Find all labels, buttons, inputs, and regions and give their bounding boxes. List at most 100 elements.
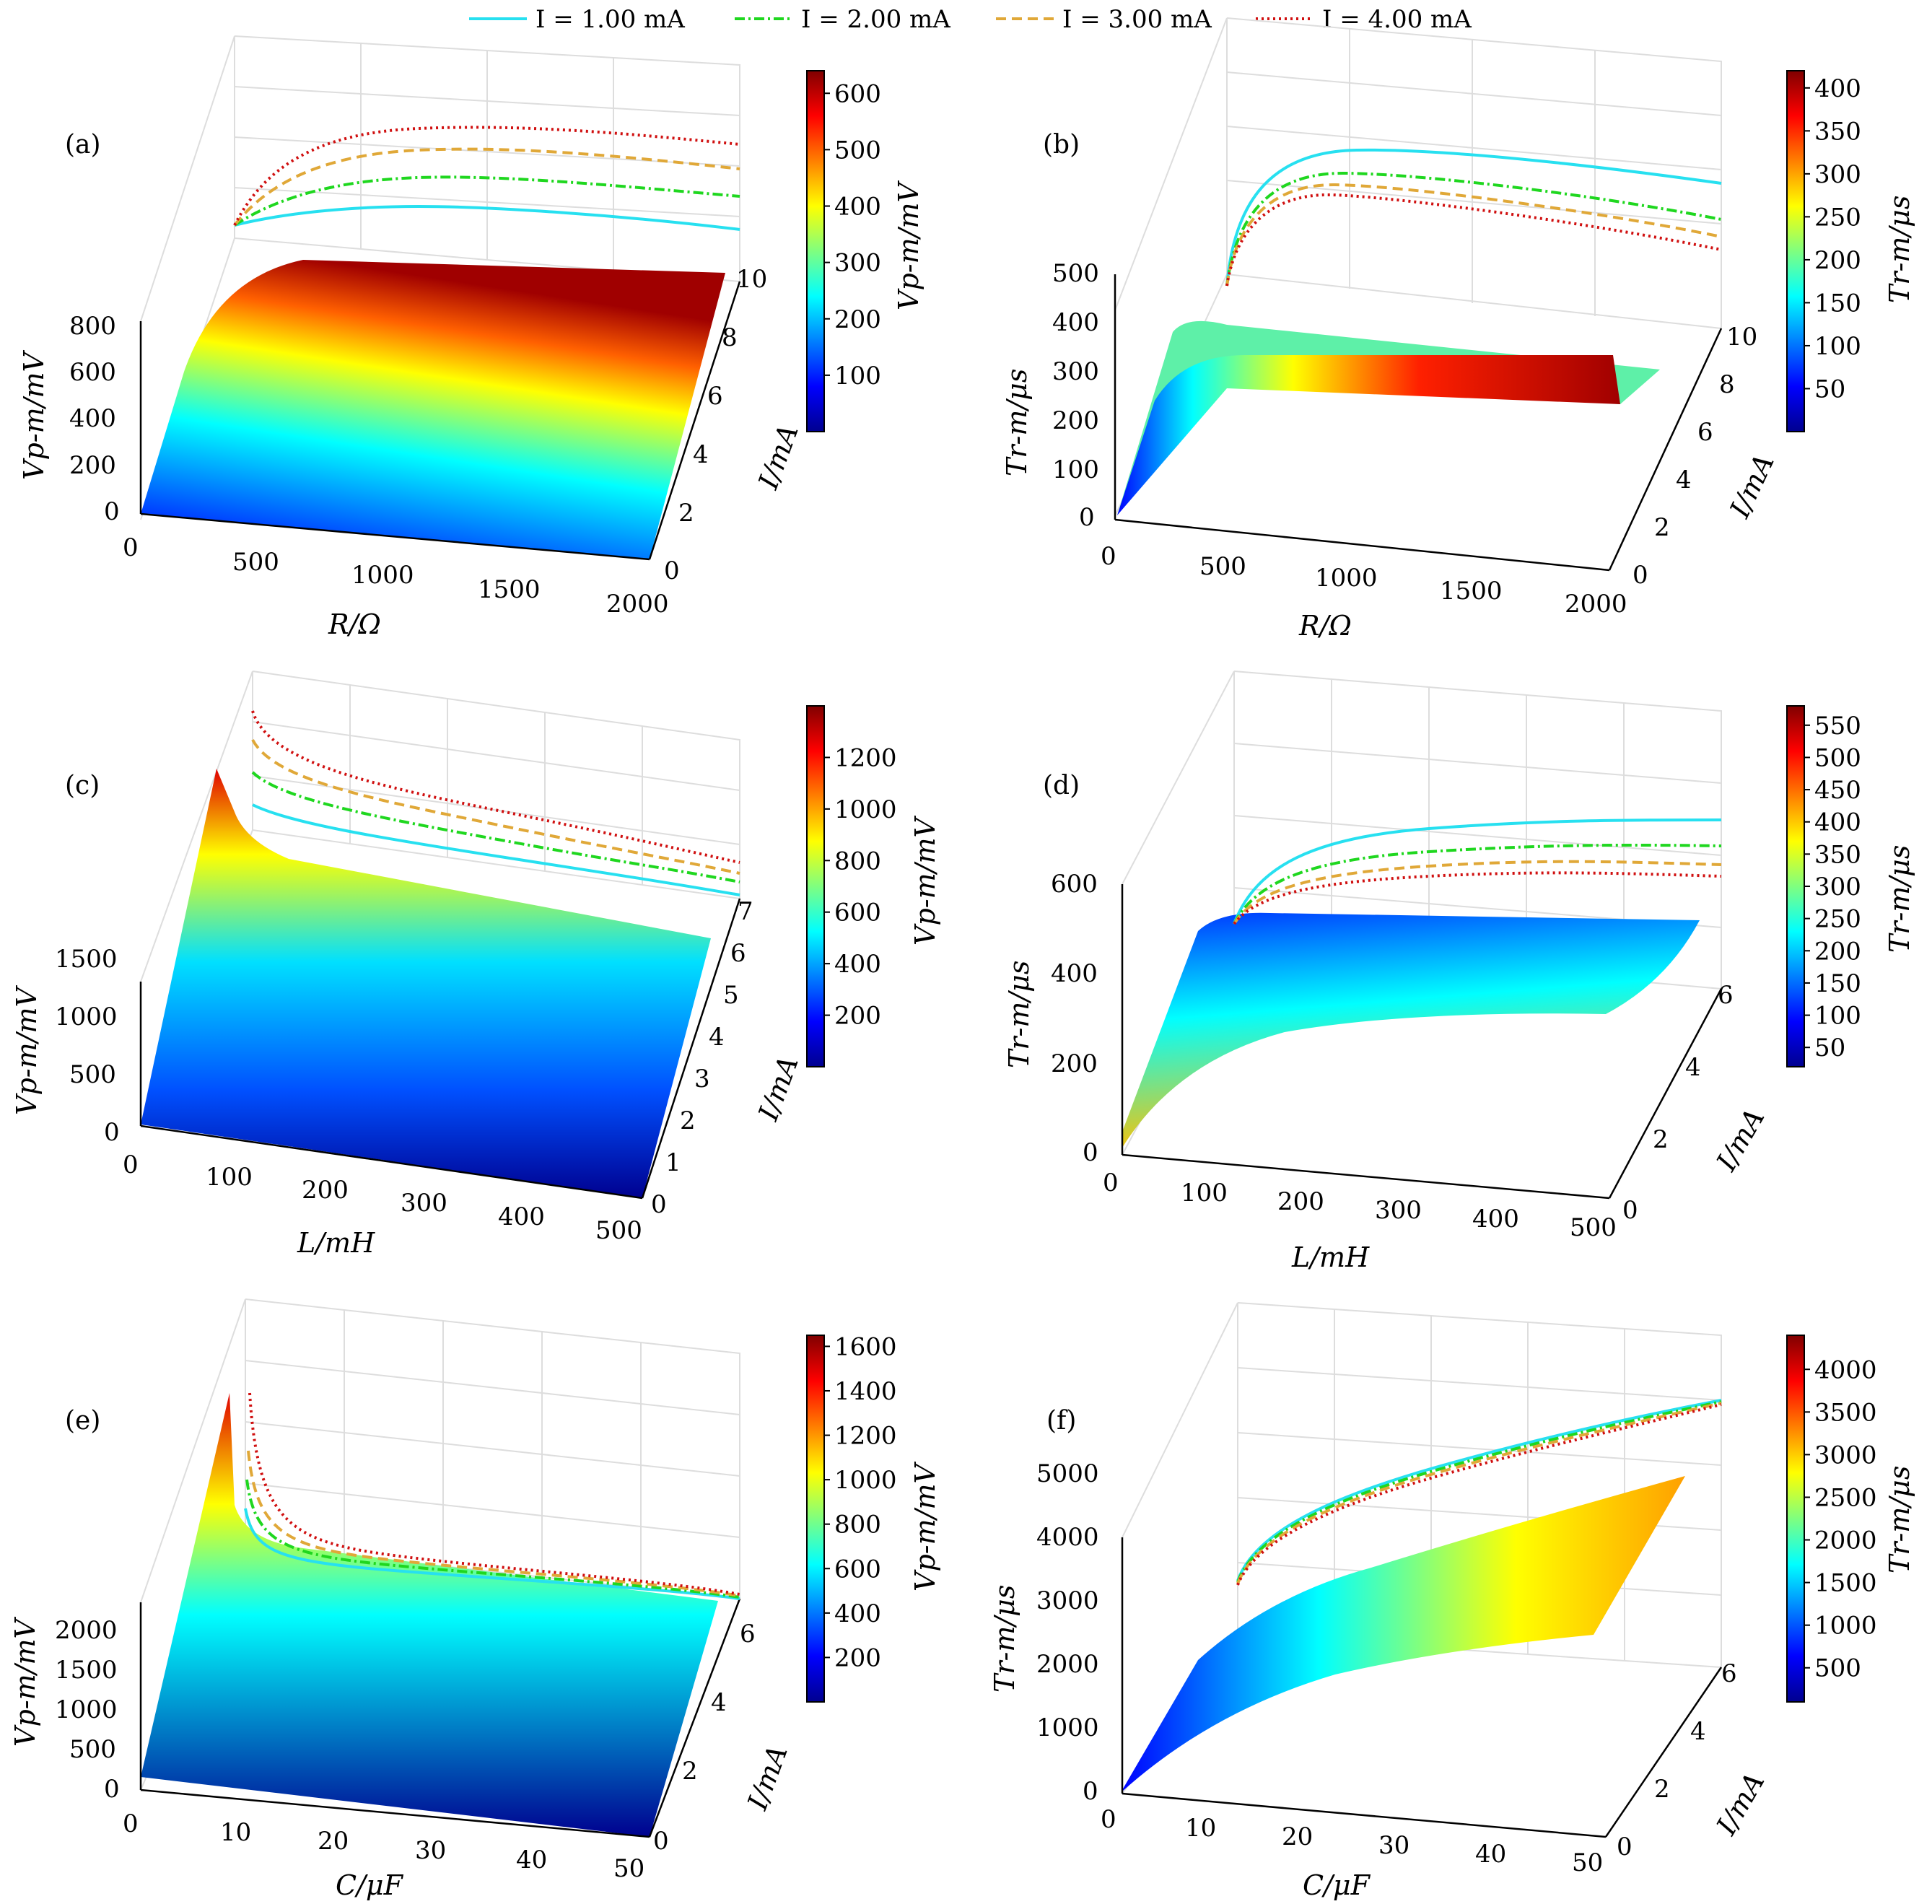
- panel-f-ztick-0: 0: [1083, 1777, 1098, 1806]
- panel-b-ztick-4: 400: [1052, 308, 1099, 337]
- panel-b-curves: [1225, 148, 1722, 287]
- panel-c-curve-1: [252, 803, 740, 896]
- panel-f-colorbar-tick-1: 1000: [1814, 1612, 1877, 1641]
- panel-b-ztick-1: 100: [1052, 455, 1099, 484]
- panel-d-grid: [1122, 671, 1722, 1156]
- panel-a-colorbar-label: Vp-m/mV: [893, 180, 925, 310]
- panel-d-xtick-0: 0: [1103, 1169, 1119, 1197]
- panel-b-axes: [1114, 274, 1723, 572]
- panel-d-colorbar-tick-1: 100: [1814, 1002, 1861, 1031]
- panel-e-curves: [244, 1392, 740, 1600]
- panel-b-xtick-3: 1500: [1440, 577, 1503, 606]
- panel-d-xtick-3: 300: [1375, 1196, 1422, 1225]
- panel-a-ytick-4: 8: [722, 323, 738, 352]
- panel-f-ytick-2: 4: [1690, 1717, 1706, 1746]
- panel-a-curves: [233, 126, 740, 231]
- panel-f-label: (f): [1046, 1406, 1076, 1436]
- panel-b-curve-1: [1225, 148, 1722, 287]
- panel-a-colorbar: [806, 70, 825, 432]
- panel-e-colorbar-tick-6: 1400: [834, 1377, 897, 1406]
- panel-c-curve-3: [251, 739, 740, 875]
- panel-b-label: (b): [1043, 130, 1080, 160]
- panel-a-ztick-0: 0: [104, 497, 120, 526]
- panel-e-ytick-0: 0: [653, 1827, 669, 1856]
- panel-c-ylabel: I/mA: [752, 1052, 805, 1125]
- panel-d-ytick-3: 6: [1718, 981, 1734, 1010]
- panel-a-ztick-4: 800: [69, 312, 116, 341]
- panel-c-ztick-3: 1500: [55, 945, 118, 974]
- panel-e-ztick-3: 1500: [55, 1656, 118, 1685]
- panel-c-colorbar: [806, 705, 825, 1067]
- panel-d-ytick-0: 0: [1622, 1196, 1638, 1225]
- panel-a-ytick-1: 2: [678, 499, 694, 528]
- panel-b-colorbar-tick-1: 100: [1814, 332, 1861, 361]
- panel-e-ztick-2: 1000: [55, 1695, 118, 1724]
- panel-a-colorbar-tick-1: 200: [834, 305, 881, 334]
- panel-e-colorbar-tick-4: 1000: [834, 1466, 897, 1495]
- panel-d-colorbar-tick-7: 400: [1814, 808, 1861, 837]
- panel-b-curve-3: [1225, 183, 1722, 287]
- panel-c-colorbar-label: Vp-m/mV: [909, 816, 941, 946]
- panel-b-colorbar-label: Tr-m/μs: [1884, 196, 1915, 303]
- panel-b-ytick-4: 8: [1719, 370, 1735, 399]
- panel-e-curve-4: [248, 1392, 740, 1596]
- panel-b-colorbar-tick-7: 400: [1814, 74, 1861, 103]
- panel-b: (b) 0 500 1000 1500 2000 R/Ω 0 100 200 3…: [1001, 17, 1915, 642]
- panel-b-ztick-2: 200: [1052, 406, 1099, 435]
- panel-b-xtick-1: 500: [1199, 552, 1246, 581]
- panel-e-colorbar-tick-1: 400: [834, 1599, 881, 1628]
- panel-b-colorbar-tick-6: 350: [1814, 117, 1861, 146]
- panel-c-axes: [139, 898, 741, 1200]
- panel-c-curve-2: [251, 771, 740, 883]
- panel-f-ztick-1: 1000: [1036, 1713, 1099, 1742]
- panel-f-xtick-4: 40: [1475, 1840, 1506, 1869]
- panel-f-ztick-2: 2000: [1036, 1650, 1099, 1679]
- panel-c-colorbar-tick-4: 1000: [834, 795, 897, 824]
- panel-d-curves: [1233, 818, 1722, 925]
- panel-e-colorbar-ticks: 200 400 600 800 1000 1200 1400 1600: [824, 1332, 897, 1672]
- panel-e-xtick-1: 10: [220, 1818, 251, 1847]
- panel-b-colorbar: [1786, 70, 1805, 432]
- panel-d-curve-2: [1233, 843, 1722, 925]
- panel-e-colorbar-tick-7: 1600: [834, 1332, 897, 1361]
- legend-label-4: I = 4.00 mA: [1322, 5, 1472, 34]
- panel-c-colorbar-tick-2: 600: [834, 899, 881, 927]
- panel-b-colorbar-ticks: 50 100 150 200 250 300 350 400: [1804, 74, 1861, 403]
- panel-a-surface: [141, 260, 725, 559]
- panel-c-ytick-5: 5: [723, 981, 739, 1010]
- panel-b-colorbar-tick-5: 300: [1814, 160, 1861, 189]
- panel-b-colorbar-tick-2: 150: [1814, 289, 1861, 318]
- panel-d-colorbar-tick-10: 550: [1814, 712, 1861, 741]
- panel-f-colorbar-tick-4: 2500: [1814, 1483, 1877, 1512]
- panel-f-colorbar-tick-6: 3500: [1814, 1398, 1877, 1427]
- panel-e-colorbar-label: Vp-m/mV: [909, 1462, 941, 1591]
- panel-d-colorbar-tick-0: 50: [1814, 1034, 1845, 1062]
- panel-a-colorbar-tick-3: 400: [834, 193, 881, 222]
- panel-b-ytick-5: 10: [1726, 323, 1757, 351]
- panel-d-xlabel: L/mH: [1291, 1241, 1370, 1273]
- panel-e-colorbar: [806, 1335, 825, 1703]
- panel-b-xtick-4: 2000: [1565, 590, 1627, 619]
- panel-e-colorbar-tick-2: 600: [834, 1555, 881, 1584]
- panel-e-colorbar-tick-5: 1200: [834, 1422, 897, 1451]
- panel-c: (c) 0 100 200 300 400 500 L/mH 0 500 100…: [11, 671, 941, 1259]
- panel-f-colorbar: [1786, 1335, 1805, 1703]
- panel-a-xtick-2: 1000: [351, 561, 414, 590]
- panel-c-xtick-0: 0: [123, 1150, 139, 1179]
- panel-d-ztick-2: 400: [1051, 959, 1098, 988]
- panel-f-xtick-3: 30: [1378, 1831, 1409, 1860]
- panel-b-xtick-2: 1000: [1315, 564, 1378, 593]
- panel-f-curve-3: [1236, 1402, 1722, 1584]
- panel-b-colorbar-tick-4: 250: [1814, 203, 1861, 232]
- panel-a-ylabel: I/mA: [752, 420, 805, 494]
- panel-a-xtick-1: 500: [232, 548, 279, 577]
- panel-a-xtick-0: 0: [123, 533, 139, 562]
- panel-e-surface: [141, 1393, 718, 1837]
- panel-f-colorbar-tick-2: 1500: [1814, 1569, 1877, 1598]
- panel-f-ytick-3: 6: [1721, 1659, 1737, 1688]
- panel-a-ztick-2: 400: [69, 404, 116, 433]
- panel-e-zlabel: Vp-m/mV: [9, 1617, 41, 1747]
- panel-d: (d) 0 100 200 300 400 500 L/mH 0 200 400…: [1003, 671, 1915, 1273]
- panel-d-surface: [1122, 912, 1700, 1148]
